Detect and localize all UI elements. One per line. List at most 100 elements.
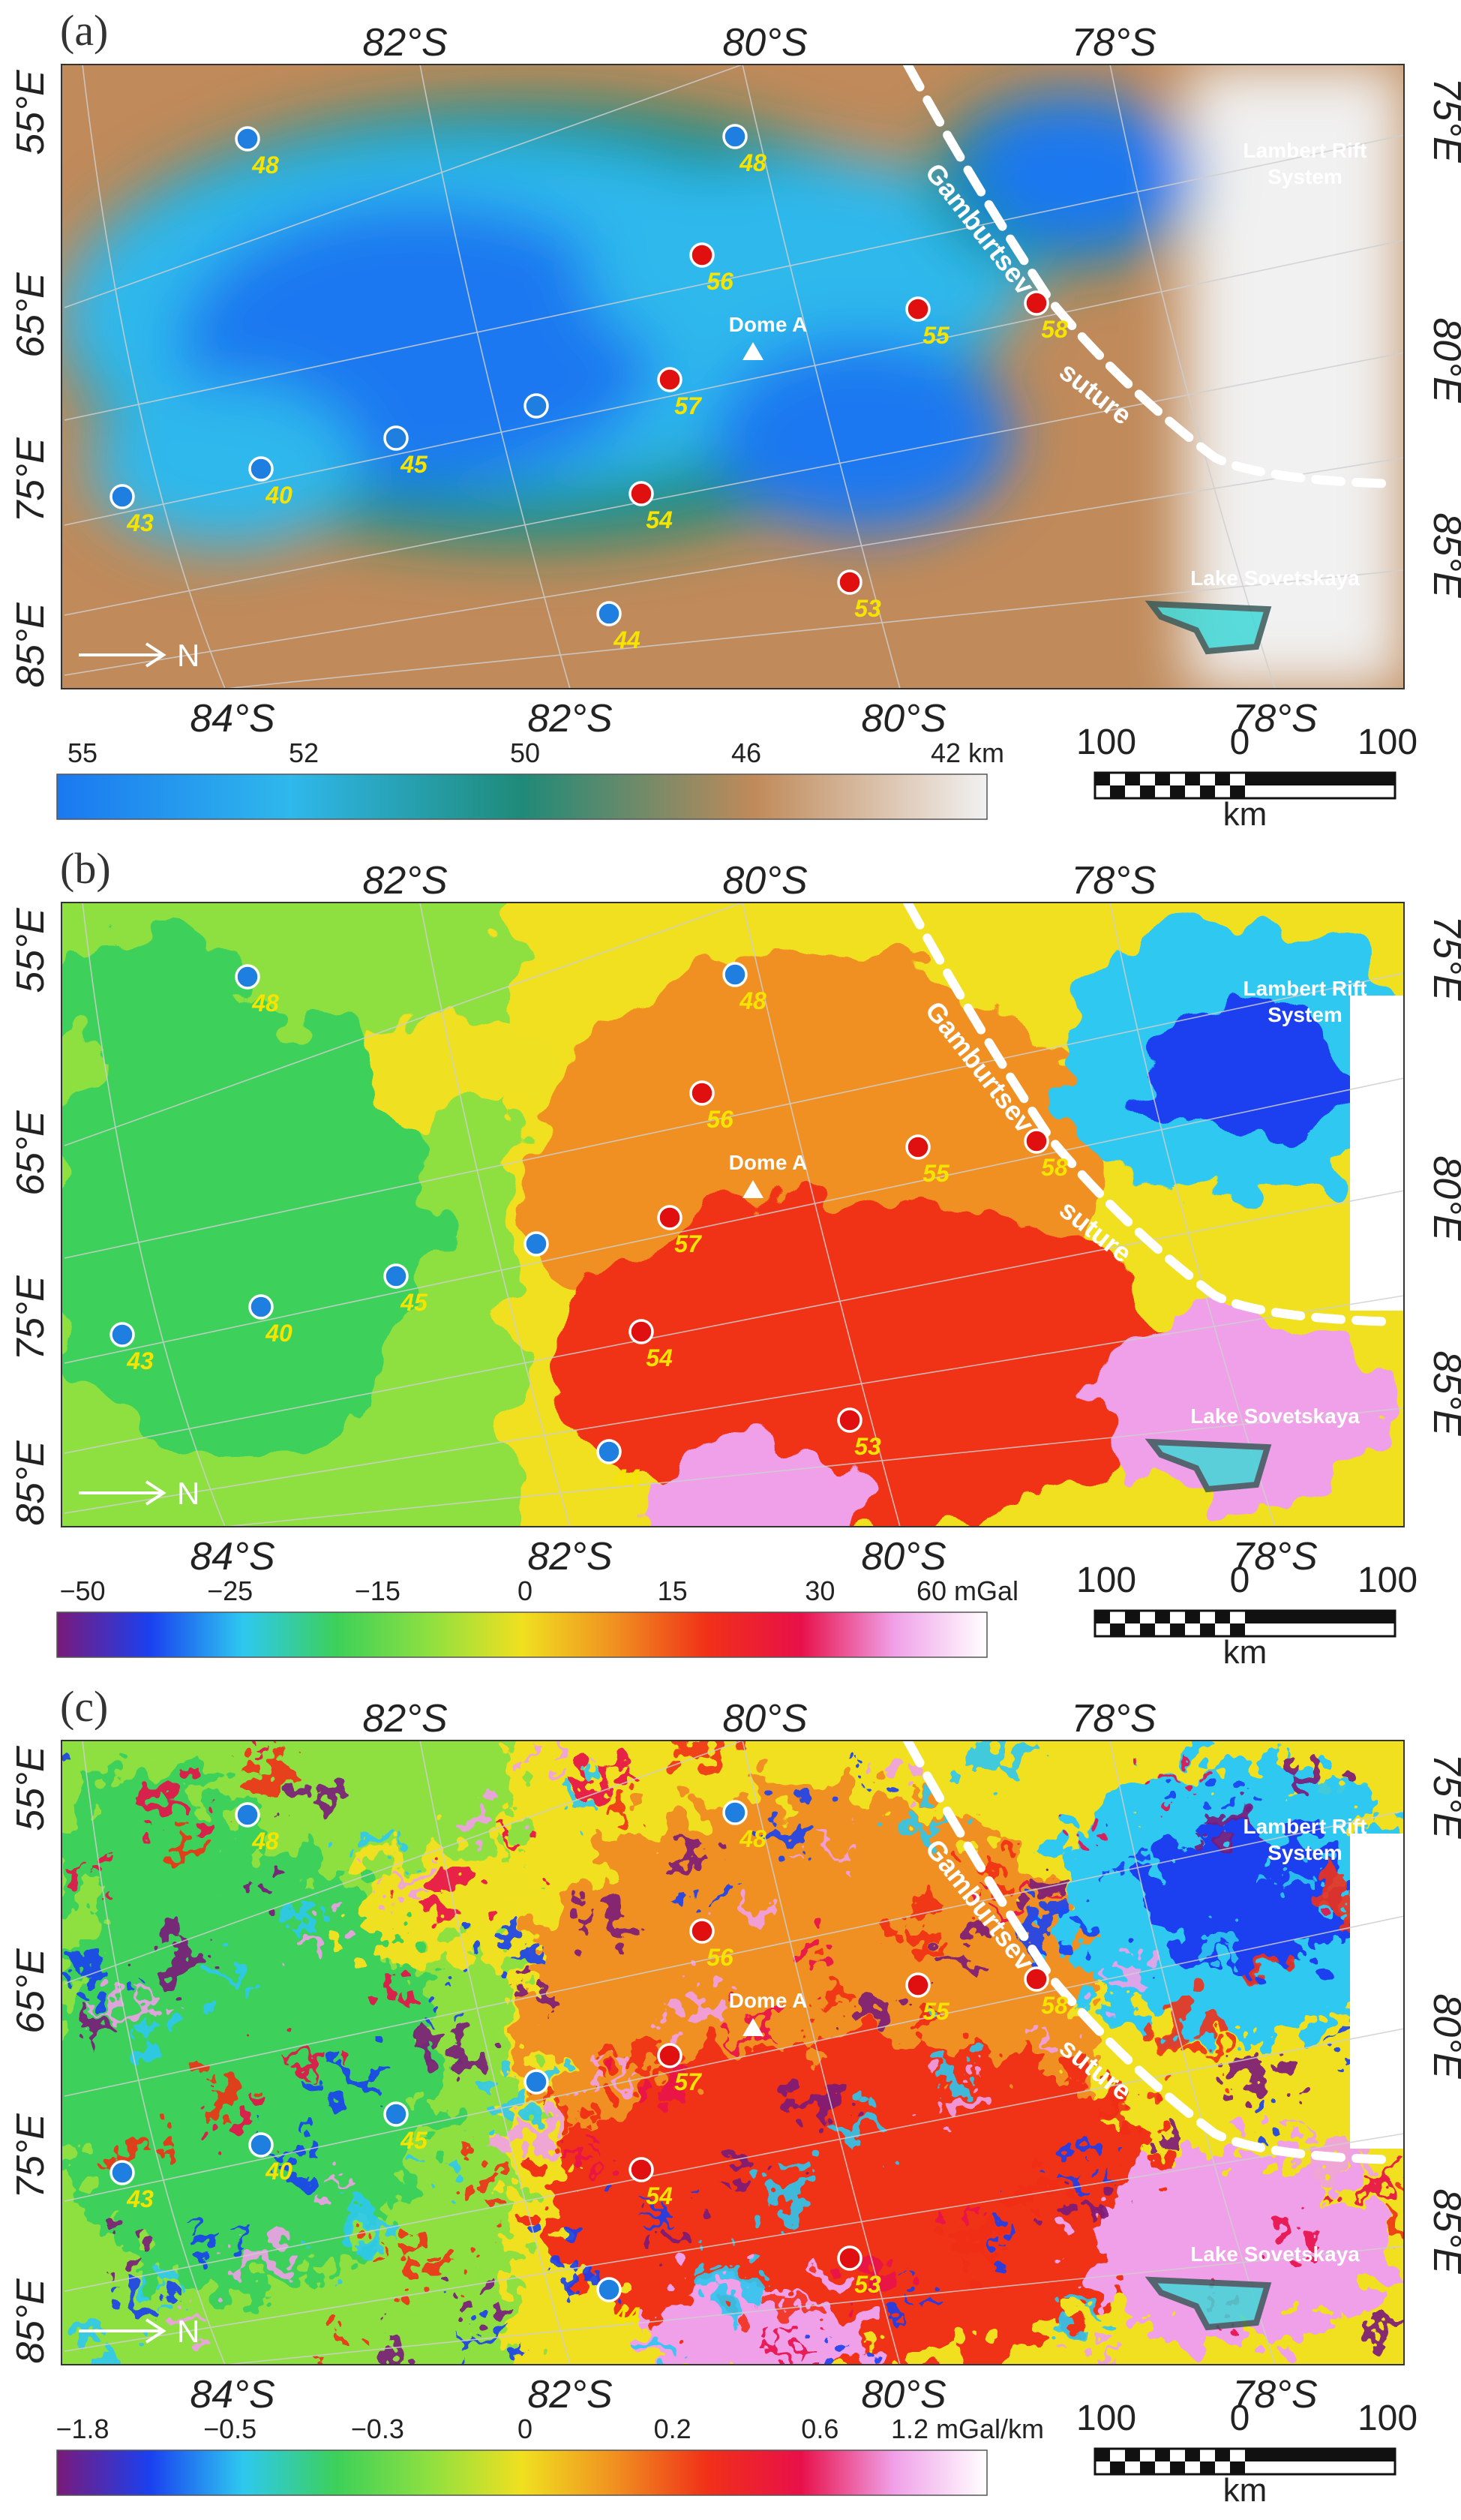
latitude-label-top: 78°S: [1071, 1697, 1156, 1741]
latitude-label-bottom: 82°S: [527, 2373, 613, 2416]
station-marker: [248, 2132, 274, 2158]
station-label: 55: [922, 1160, 950, 1187]
dome-a-marker: [742, 2018, 764, 2036]
lake-sovetskaya-shape: [1144, 600, 1272, 655]
gamburtsev-suture-line: [903, 1736, 1400, 2164]
stations: 48 48 56 55 58 57 45 40 43 54 53 44: [110, 124, 1068, 653]
longitude-label-left: 65°E: [9, 1110, 52, 1196]
colorbar-tick-label: −15: [355, 1575, 400, 1606]
station-marker: [1024, 290, 1049, 316]
station-label: 56: [706, 1944, 734, 1971]
lake-label: Lake Sovetskaya: [1190, 1404, 1360, 1428]
colorbar: −1.8 −0.5 −0.3 0 0.2 0.6 1.2 mGal/km: [56, 2413, 1044, 2496]
station-marker: [837, 2245, 862, 2271]
station-label: 44: [613, 2302, 640, 2329]
colorbar-tick-label: 0.6: [801, 2413, 838, 2444]
scalebar-middle-label: 0: [1230, 1560, 1250, 1600]
station-label: 54: [646, 506, 673, 533]
station-label: 54: [646, 2182, 673, 2209]
longitude-label-left: 85°E: [9, 2278, 52, 2364]
longitude-label-left: 55°E: [9, 1745, 52, 1831]
station-marker: [657, 1205, 682, 1230]
graticule: [64, 903, 1404, 1527]
rift-label-1: Lambert Rift: [1244, 1815, 1367, 1838]
station-label: 58: [1041, 1154, 1068, 1181]
colorbar-tick-label: −0.3: [351, 2413, 404, 2444]
colorbar-gradient: [56, 2449, 988, 2496]
colorbar: −50 −25 −15 0 15 30 60 mGal: [56, 1575, 1018, 1658]
station-marker: [596, 1439, 622, 1464]
colorbar-tick-label: 46: [731, 737, 761, 768]
scalebar-unit: km: [1223, 1634, 1268, 1671]
scalebar-right-label: 100: [1358, 722, 1418, 762]
latitude-label-top: 82°S: [362, 1697, 448, 1741]
lake-label: Lake Sovetskaya: [1190, 566, 1360, 590]
panel-label: (b): [60, 844, 111, 893]
latitude-label-top: 80°S: [722, 859, 808, 903]
longitude-label-right: 80°E: [1425, 317, 1461, 404]
no-data-area: [1350, 1834, 1404, 2149]
latitude-label-top: 78°S: [1071, 859, 1156, 903]
panel-c-gravity-gradient-map: Gamburtsev suture Lambert Rift System Lake S…: [0, 1676, 1461, 2509]
map-area: [62, 65, 1404, 689]
station-marker: [110, 1322, 135, 1347]
station-marker: [689, 1918, 715, 1944]
station-label: 48: [739, 987, 766, 1014]
station-label: 53: [854, 1433, 881, 1460]
station-marker: [524, 1231, 549, 1257]
longitude-label-right: 85°E: [1425, 1350, 1461, 1437]
anomaly-field: [62, 903, 1404, 1527]
station-label: 57: [674, 392, 703, 419]
station-label: 56: [706, 1106, 734, 1133]
station-marker: [628, 481, 654, 506]
station-label: 53: [854, 595, 881, 622]
latitude-label-bottom: 84°S: [190, 697, 275, 740]
no-data-area: [1350, 996, 1404, 1311]
map-area: [62, 1741, 1404, 2365]
longitude-label-right: 85°E: [1425, 512, 1461, 599]
colorbar-tick-label: 60 mGal: [916, 1575, 1018, 1606]
station-marker: [248, 456, 274, 482]
latitude-label-bottom: 80°S: [861, 2373, 946, 2416]
crust-thickness-field: [62, 65, 1404, 689]
station-label: 40: [265, 2158, 292, 2185]
latitude-label-bottom: 78°S: [1232, 2373, 1318, 2416]
longitude-label-right: 85°E: [1425, 2188, 1461, 2275]
colorbar-tick-label: 30: [805, 1575, 835, 1606]
longitude-label-right: 75°E: [1425, 915, 1461, 1002]
colorbar-tick-label: −0.5: [203, 2413, 256, 2444]
station-marker: [524, 393, 549, 419]
station-marker: [657, 367, 682, 392]
latitude-label-bottom: 82°S: [527, 1535, 613, 1578]
latitude-label-bottom: 78°S: [1232, 697, 1318, 740]
scalebar-right-label: 100: [1358, 2398, 1418, 2438]
station-label: 48: [251, 990, 279, 1017]
north-arrow-head: [145, 1480, 166, 1506]
dome-a-label: Dome A: [729, 313, 808, 336]
station-label: 54: [646, 1344, 673, 1371]
station-marker: [689, 242, 715, 268]
map-frame: [61, 1740, 1405, 2365]
station-label: 43: [126, 2185, 154, 2212]
longitude-label-right: 75°E: [1425, 77, 1461, 164]
station-marker: [837, 569, 862, 595]
colorbar-gradient: [56, 1611, 988, 1658]
station-marker: [110, 2160, 135, 2185]
panel-b-gravity-anomaly-map: Gamburtsev suture Lambert Rift System Lake S…: [0, 838, 1461, 1671]
station-label: 57: [674, 2068, 703, 2095]
scale-bar: 100 0 100 km: [1076, 722, 1418, 833]
station-label: 57: [674, 1230, 703, 1257]
rift-label-2: System: [1268, 1003, 1342, 1026]
longitude-label-left: 85°E: [9, 1440, 52, 1526]
graticule: [64, 65, 1404, 689]
colorbar-tick-label: 0.2: [654, 2413, 692, 2444]
station-marker: [905, 1134, 931, 1160]
colorbar-tick-label: −50: [59, 1575, 105, 1606]
lake-sovetskaya-shape: [1144, 2276, 1272, 2331]
station-label: 55: [922, 322, 950, 349]
station-label: 45: [400, 451, 428, 478]
stations: 48 48 56 55 58 57 45 40 43 54 53 44: [110, 1800, 1068, 2329]
scalebar-middle-label: 0: [1230, 2398, 1250, 2438]
dome-a-label: Dome A: [729, 1989, 808, 2012]
map-frame: [61, 902, 1405, 1527]
